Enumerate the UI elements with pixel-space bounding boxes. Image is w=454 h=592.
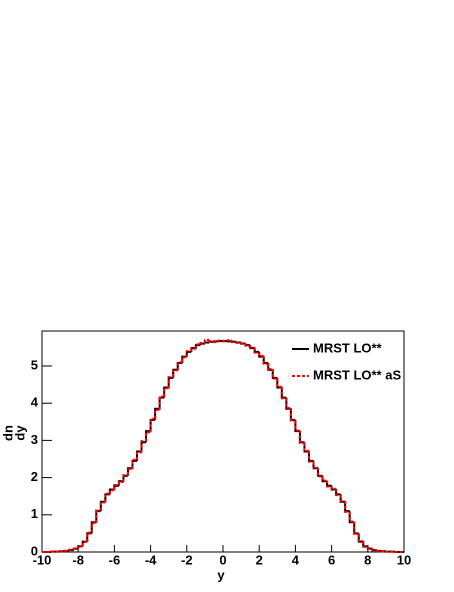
histogram-bin [332,487,337,489]
histogram-bin [314,462,319,468]
y-tick-label: 1 [31,506,38,521]
histogram-bin [78,546,83,549]
x-tick-label: 2 [256,552,263,567]
histogram-bin [300,430,305,443]
histogram-bin [291,408,296,421]
x-tick-label: 8 [364,552,371,567]
legend-label: MRST LO** aS [313,367,401,382]
histogram-bin [268,364,273,369]
histogram-bin [354,521,359,534]
histogram-bin [96,510,101,523]
x-tick-label: 4 [292,552,300,567]
histogram-bin [259,353,264,356]
x-tick-label: 10 [397,552,411,567]
legend-label: MRST LO** [313,340,383,355]
y-tick-label: 3 [31,432,38,447]
histogram-bin [128,469,133,475]
histogram-bin [110,490,115,493]
histogram-bin [191,349,196,351]
y-axis-title-denominator: dy [12,425,27,441]
histogram-bin [341,495,346,501]
histogram-bin [119,482,124,485]
x-tick-label: -6 [109,552,121,567]
y-tick-label: 4 [31,395,39,410]
histogram-bin [182,357,187,362]
y-tick-label: 2 [31,469,38,484]
x-tick-label: -2 [181,552,193,567]
y-tick-label: 5 [31,357,38,372]
x-tick-label: 0 [219,552,226,567]
x-tick-label: -4 [145,552,157,567]
x-tick-label: -8 [72,552,84,567]
y-tick-label: 0 [31,543,38,558]
x-axis-title: y [217,567,225,582]
x-tick-label: 6 [328,552,335,567]
